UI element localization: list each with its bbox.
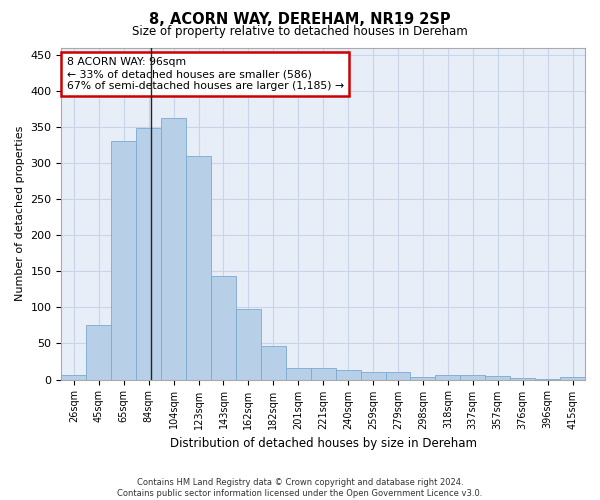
Bar [460, 375, 485, 380]
Bar [485, 376, 510, 380]
Bar [436, 375, 460, 380]
Bar [335, 370, 361, 380]
Bar [136, 128, 161, 380]
Bar [286, 368, 311, 380]
Bar [211, 276, 236, 380]
Bar [186, 156, 211, 380]
Bar [535, 379, 560, 380]
Bar [386, 372, 410, 380]
Text: Size of property relative to detached houses in Dereham: Size of property relative to detached ho… [132, 25, 468, 38]
Bar [361, 372, 386, 380]
Bar [236, 309, 261, 380]
Text: 8 ACORN WAY: 96sqm
← 33% of detached houses are smaller (586)
67% of semi-detach: 8 ACORN WAY: 96sqm ← 33% of detached hou… [67, 58, 344, 90]
Text: Contains HM Land Registry data © Crown copyright and database right 2024.
Contai: Contains HM Land Registry data © Crown c… [118, 478, 482, 498]
Bar [111, 142, 136, 380]
Y-axis label: Number of detached properties: Number of detached properties [15, 126, 25, 301]
Bar [311, 368, 335, 380]
Bar [161, 118, 186, 380]
Bar [410, 376, 436, 380]
Bar [261, 346, 286, 380]
X-axis label: Distribution of detached houses by size in Dereham: Distribution of detached houses by size … [170, 437, 477, 450]
Bar [560, 378, 585, 380]
Text: 8, ACORN WAY, DEREHAM, NR19 2SP: 8, ACORN WAY, DEREHAM, NR19 2SP [149, 12, 451, 28]
Bar [510, 378, 535, 380]
Bar [61, 375, 86, 380]
Bar [86, 326, 111, 380]
